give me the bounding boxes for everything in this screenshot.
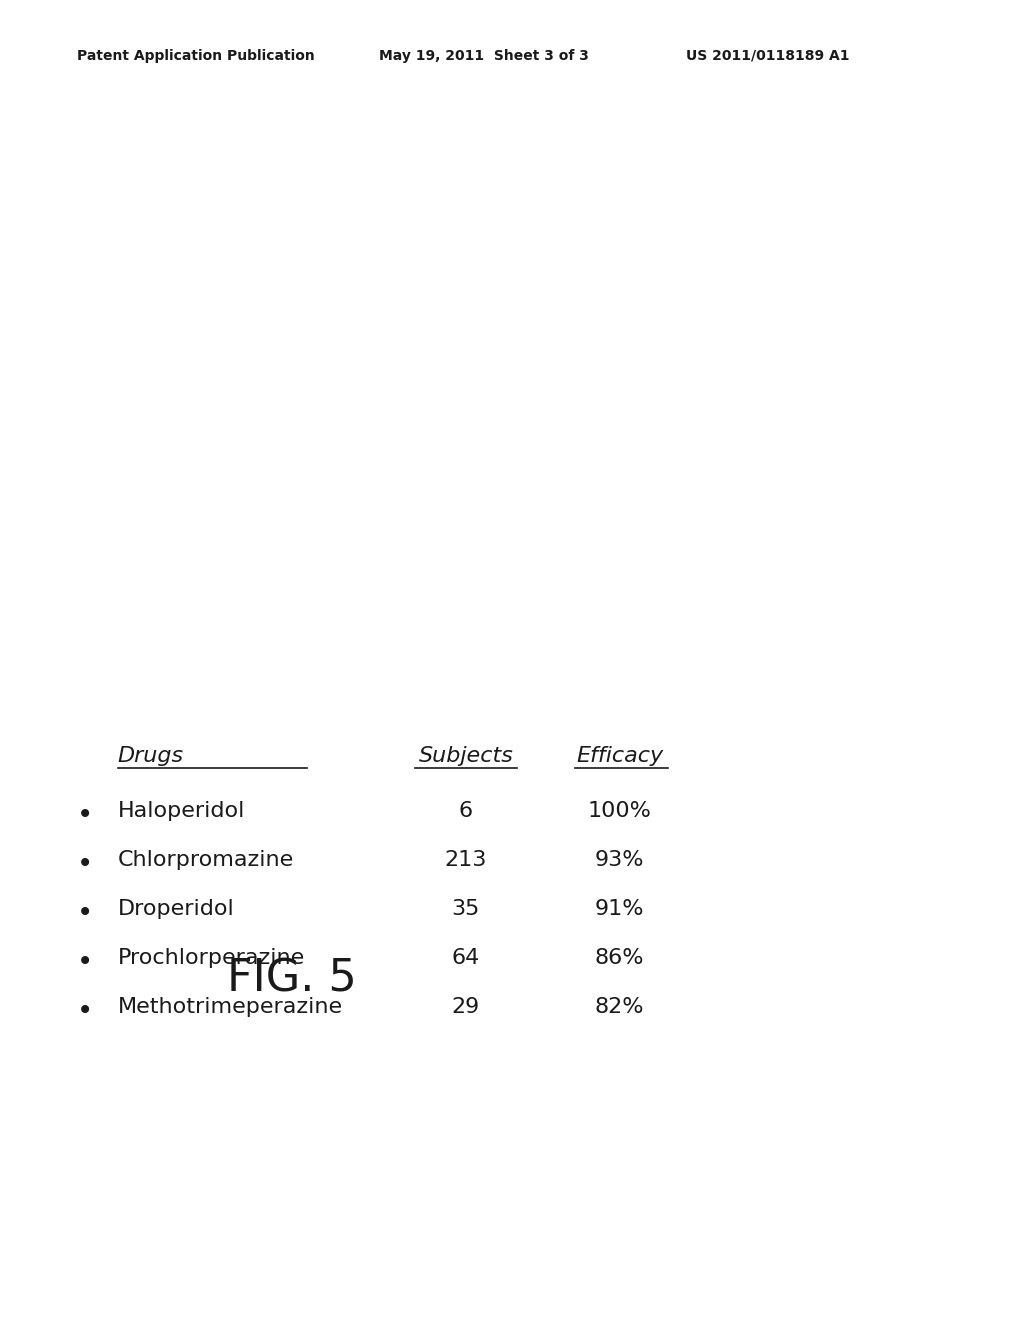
Text: Methotrimeperazine: Methotrimeperazine: [118, 997, 343, 1016]
Text: 29: 29: [452, 997, 480, 1016]
Text: Haloperidol: Haloperidol: [118, 801, 245, 821]
Text: Subjects: Subjects: [419, 746, 513, 766]
Text: 213: 213: [444, 850, 487, 870]
Text: 6: 6: [459, 801, 473, 821]
Text: •: •: [77, 948, 93, 975]
Text: US 2011/0118189 A1: US 2011/0118189 A1: [686, 49, 850, 63]
Text: Patent Application Publication: Patent Application Publication: [77, 49, 314, 63]
Text: 100%: 100%: [588, 801, 651, 821]
Text: •: •: [77, 997, 93, 1024]
Text: Chlorpromazine: Chlorpromazine: [118, 850, 294, 870]
Text: 35: 35: [452, 899, 480, 919]
Text: 82%: 82%: [595, 997, 644, 1016]
Text: •: •: [77, 899, 93, 927]
Text: 93%: 93%: [595, 850, 644, 870]
Text: Droperidol: Droperidol: [118, 899, 234, 919]
Text: •: •: [77, 801, 93, 829]
Text: May 19, 2011  Sheet 3 of 3: May 19, 2011 Sheet 3 of 3: [379, 49, 589, 63]
Text: •: •: [77, 850, 93, 878]
Text: 91%: 91%: [595, 899, 644, 919]
Text: Drugs: Drugs: [118, 746, 184, 766]
Text: Efficacy: Efficacy: [575, 746, 664, 766]
Text: 64: 64: [452, 948, 480, 968]
Text: 86%: 86%: [595, 948, 644, 968]
Text: FIG. 5: FIG. 5: [227, 957, 356, 1001]
Text: Prochlorperazine: Prochlorperazine: [118, 948, 305, 968]
